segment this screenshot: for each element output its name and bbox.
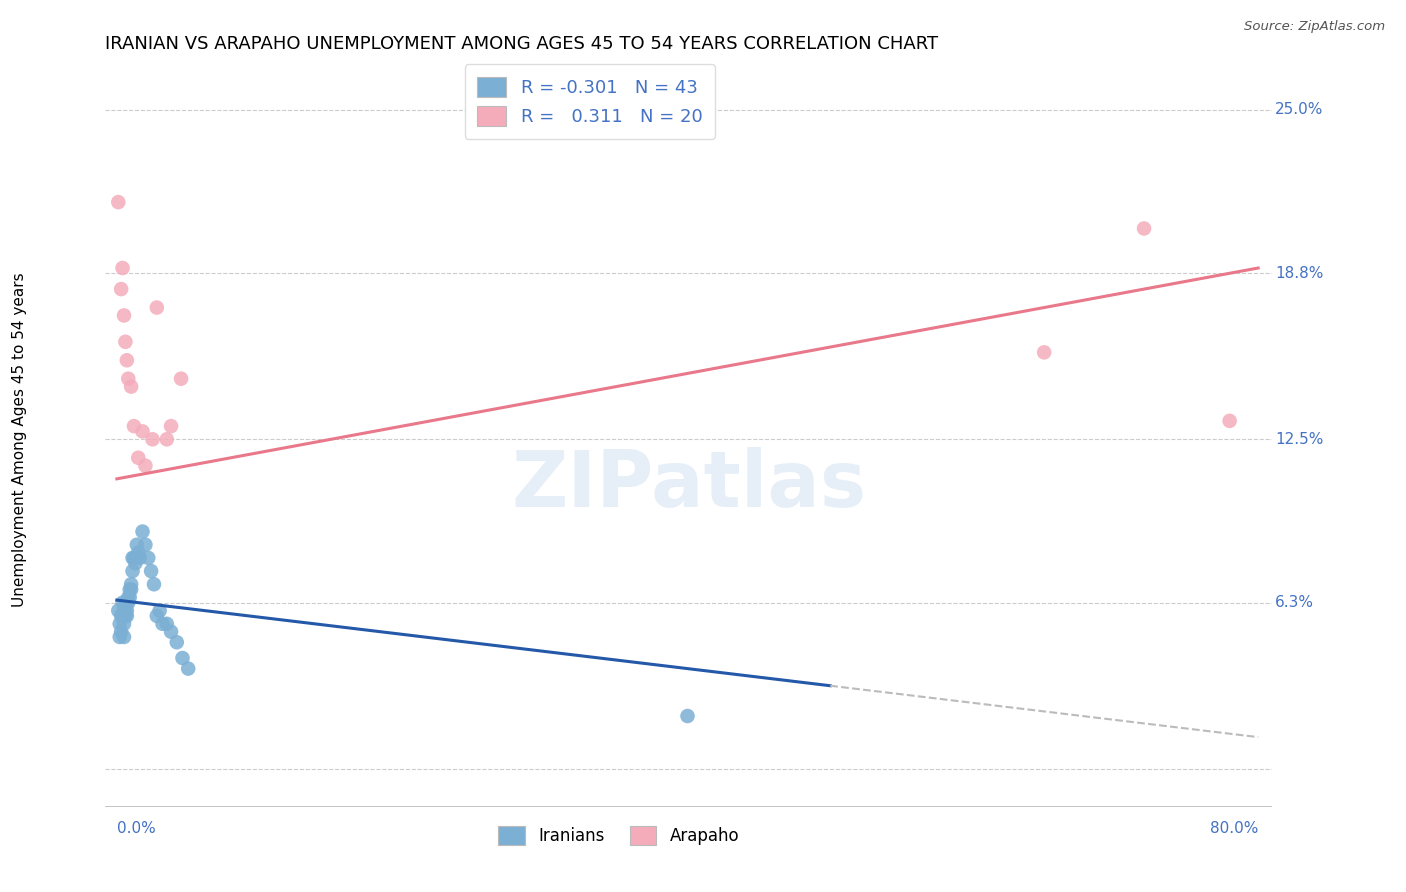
Point (160, 419, 183, 434)
Text: 18.8%: 18.8% (1275, 266, 1323, 281)
Point (114, 334, 136, 349)
Point (114, 596, 136, 610)
Point (108, 630, 131, 644)
Point (156, 616, 179, 631)
Point (134, 458, 156, 473)
Point (115, 604, 138, 618)
Point (172, 651, 194, 665)
Point (110, 608, 132, 623)
Text: IRANIAN VS ARAPAHO UNEMPLOYMENT AMONG AGES 45 TO 54 YEARS CORRELATION CHART: IRANIAN VS ARAPAHO UNEMPLOYMENT AMONG AG… (105, 35, 939, 53)
Point (152, 616, 174, 631)
Text: Unemployment Among Ages 45 to 54 years: Unemployment Among Ages 45 to 54 years (13, 272, 27, 607)
Point (139, 564, 162, 578)
Point (118, 582, 141, 597)
Point (1033, 345, 1056, 359)
Point (136, 550, 159, 565)
Point (122, 419, 145, 434)
Point (156, 433, 179, 447)
Point (112, 630, 135, 644)
Point (115, 596, 138, 610)
Point (134, 538, 156, 552)
Point (177, 662, 200, 676)
Point (127, 546, 149, 560)
Point (115, 353, 138, 368)
Point (111, 596, 134, 610)
Point (114, 604, 136, 618)
Point (131, 425, 153, 439)
Point (128, 550, 150, 565)
Text: 6.3%: 6.3% (1275, 595, 1315, 610)
Point (149, 604, 172, 618)
Point (131, 524, 153, 539)
Point (112, 604, 135, 618)
Point (160, 624, 183, 639)
Point (1133, 221, 1156, 235)
Point (110, 624, 132, 639)
Point (146, 301, 169, 315)
Point (107, 604, 129, 618)
Point (117, 372, 139, 386)
Text: 12.5%: 12.5% (1275, 432, 1323, 447)
Point (1219, 414, 1241, 428)
Point (110, 282, 132, 296)
Point (107, 195, 129, 210)
Point (142, 577, 165, 591)
Point (166, 635, 188, 649)
Point (112, 309, 135, 323)
Point (120, 379, 142, 393)
Text: 80.0%: 80.0% (1209, 822, 1258, 837)
Point (141, 433, 163, 447)
Point (108, 616, 131, 631)
Point (117, 596, 139, 610)
Point (122, 550, 145, 565)
Legend: Iranians, Arapaho: Iranians, Arapaho (486, 814, 751, 857)
Point (121, 564, 143, 578)
Point (146, 608, 169, 623)
Point (114, 608, 136, 623)
Point (125, 538, 148, 552)
Text: 0.0%: 0.0% (117, 822, 156, 837)
Point (112, 616, 135, 631)
Point (117, 591, 139, 605)
Point (118, 591, 141, 605)
Point (120, 582, 142, 597)
Text: ZIPatlas: ZIPatlas (512, 447, 866, 523)
Point (124, 556, 146, 570)
Point (111, 608, 134, 623)
Point (115, 608, 138, 623)
Point (676, 709, 699, 723)
Point (120, 577, 142, 591)
Point (121, 550, 143, 565)
Point (127, 450, 149, 465)
Point (111, 260, 134, 275)
Text: 25.0%: 25.0% (1275, 103, 1323, 118)
Text: Source: ZipAtlas.com: Source: ZipAtlas.com (1244, 20, 1385, 33)
Point (170, 372, 193, 386)
